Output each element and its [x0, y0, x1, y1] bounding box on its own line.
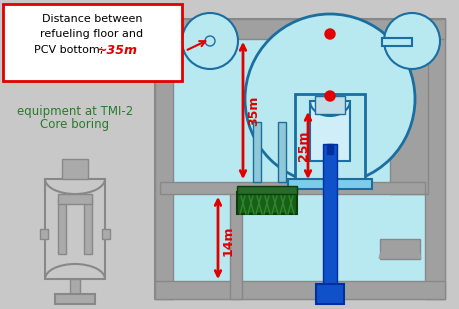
Text: Core boring: Core boring	[40, 117, 109, 130]
Bar	[322, 144, 336, 299]
Bar	[230, 194, 241, 299]
Text: 35m: 35m	[246, 96, 259, 126]
Bar	[55, 294, 95, 304]
Bar	[252, 122, 260, 182]
Bar	[102, 229, 110, 239]
Bar	[20, 129, 140, 289]
Text: ~35m: ~35m	[96, 44, 137, 57]
Circle shape	[325, 91, 334, 101]
Circle shape	[383, 13, 439, 69]
Bar	[58, 199, 66, 254]
Bar	[381, 38, 411, 46]
Bar	[155, 19, 173, 299]
Bar	[155, 19, 444, 39]
Bar	[58, 194, 92, 204]
Bar	[389, 39, 427, 194]
Text: 25m: 25m	[297, 131, 309, 161]
Bar	[287, 179, 371, 189]
Circle shape	[182, 13, 237, 69]
Bar	[160, 182, 424, 194]
Bar	[236, 192, 297, 214]
Bar	[326, 144, 332, 154]
Bar	[155, 19, 444, 299]
Text: equipment at TMI-2: equipment at TMI-2	[17, 104, 133, 117]
Bar	[314, 96, 344, 114]
Bar	[40, 229, 48, 239]
Text: Distance between: Distance between	[42, 14, 142, 24]
Bar	[309, 101, 349, 161]
Bar	[379, 239, 419, 259]
Bar	[165, 24, 434, 294]
Bar	[155, 281, 444, 299]
Text: PCV bottom;: PCV bottom;	[34, 45, 106, 55]
Circle shape	[325, 29, 334, 39]
Bar	[315, 284, 343, 304]
Text: refueling floor and: refueling floor and	[40, 29, 143, 39]
Circle shape	[245, 14, 414, 184]
Bar	[277, 122, 285, 182]
FancyBboxPatch shape	[3, 4, 182, 81]
Text: 14m: 14m	[222, 226, 235, 256]
Bar	[62, 159, 88, 179]
Bar	[70, 279, 80, 299]
Bar	[236, 186, 297, 194]
Bar	[84, 199, 92, 254]
Bar	[294, 94, 364, 184]
Bar	[45, 179, 105, 279]
Bar	[424, 19, 444, 299]
